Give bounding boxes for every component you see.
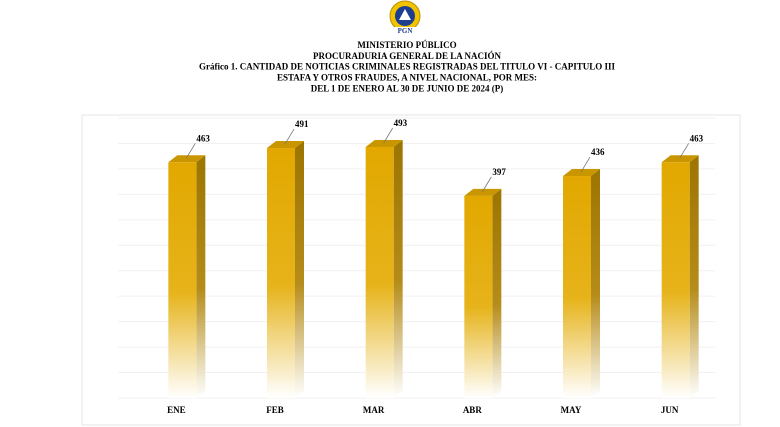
bar — [168, 162, 197, 398]
title-line: DEL 1 DE ENERO AL 30 DE JUNIO DE 2024 (P… — [311, 83, 504, 93]
data-label: 436 — [591, 147, 605, 157]
bar — [563, 176, 591, 398]
data-label: 463 — [196, 133, 210, 143]
bar — [267, 148, 295, 398]
x-tick-label: FEB — [266, 405, 284, 415]
leader-line — [481, 176, 492, 193]
bar-side — [295, 141, 304, 398]
data-label: 493 — [394, 118, 408, 128]
title-line: PROCURADURIA GENERAL DE LA NACIÓN — [313, 51, 502, 61]
bar — [464, 195, 493, 398]
data-label: 463 — [690, 133, 704, 143]
x-tick-label: JUN — [661, 405, 679, 415]
data-label: 397 — [492, 167, 506, 177]
leader-line — [580, 156, 591, 173]
bar-side — [492, 188, 502, 398]
bar-top — [563, 169, 600, 177]
leader-line — [383, 127, 394, 144]
data-label: 491 — [295, 119, 309, 129]
bar — [365, 147, 394, 398]
title-line: ESTAFA Y OTROS FRAUDES, A NIVEL NACIONAL… — [277, 72, 537, 82]
bar-side — [689, 155, 699, 398]
bar-top — [661, 155, 699, 163]
x-tick-label: ABR — [463, 405, 483, 415]
leader-line — [284, 128, 295, 145]
bar-top — [464, 188, 502, 196]
title-line: MINISTERIO PÚBLICO — [357, 40, 456, 50]
leader-line — [679, 143, 690, 159]
x-tick-label: MAY — [561, 405, 582, 415]
x-tick-label: MAR — [363, 405, 385, 415]
title-line: Gráfico 1. CANTIDAD DE NOTICIAS CRIMINAL… — [199, 62, 615, 72]
bar-side — [196, 155, 206, 398]
x-tick-label: ENE — [167, 405, 186, 415]
bar-side — [591, 169, 600, 398]
bar — [661, 162, 690, 398]
bar-top — [267, 141, 304, 149]
bar-top — [168, 155, 206, 163]
logo: PGN — [389, 0, 421, 36]
logo-text: PGN — [398, 27, 413, 35]
leader-line — [185, 143, 196, 159]
bar-side — [393, 140, 403, 398]
bar-top — [365, 140, 403, 148]
